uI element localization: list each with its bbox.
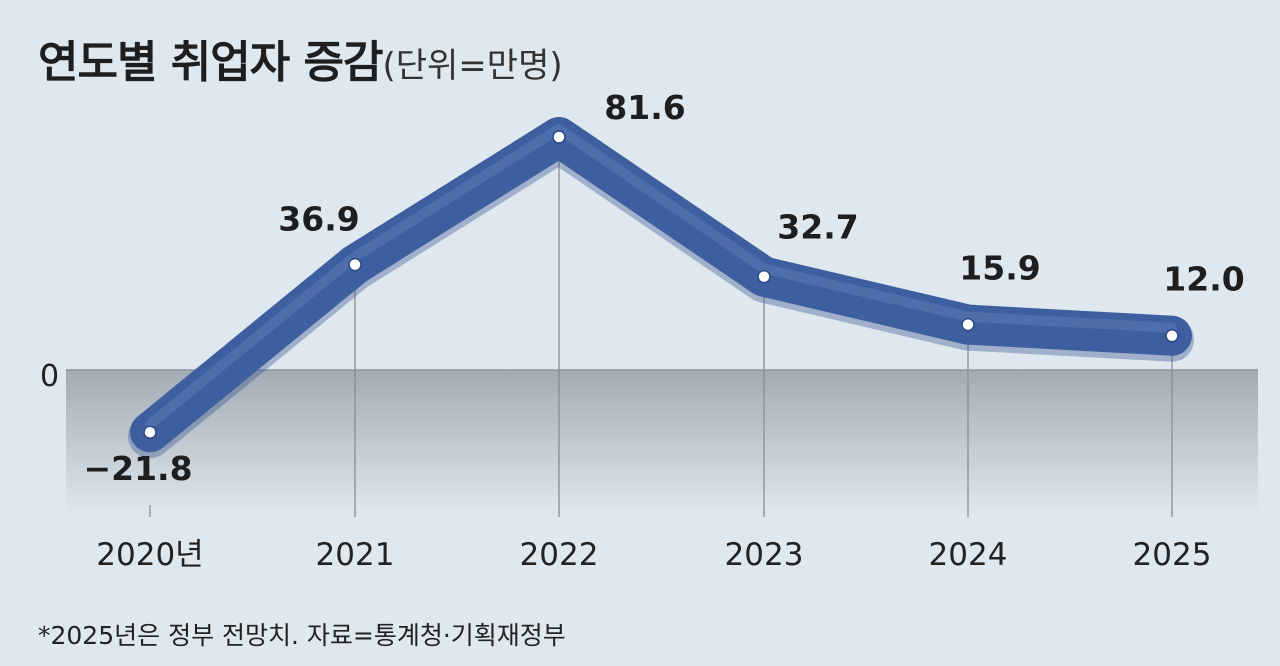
data-label: 15.9 xyxy=(959,249,1040,288)
data-label: 81.6 xyxy=(604,88,685,127)
x-tick-label: 2022 xyxy=(520,537,599,573)
chart-title-unit: (단위=만명) xyxy=(382,46,563,86)
series-line-highlight xyxy=(145,124,1177,430)
data-label: −21.8 xyxy=(83,449,192,488)
y-axis-zero-label: 0 xyxy=(40,359,59,394)
data-point xyxy=(1165,328,1179,343)
data-point xyxy=(552,130,566,144)
source-note: *2025년은 정부 전망치. 자료=통계청·기획재정부 xyxy=(38,621,566,650)
x-tick-label: 2024 xyxy=(929,537,1008,573)
data-point xyxy=(961,317,975,332)
data-point xyxy=(348,257,362,272)
negative-region-band xyxy=(66,370,1258,515)
series-line xyxy=(130,117,1192,453)
chart-title: 연도별 취업자 증감(단위=만명) xyxy=(38,26,563,90)
data-point xyxy=(143,425,157,439)
data-label: 32.7 xyxy=(777,208,858,247)
x-tick-label: 2021 xyxy=(316,537,395,573)
x-tick-label: 2020년 xyxy=(96,537,203,573)
x-tick-label: 2023 xyxy=(725,537,804,573)
x-tick-label: 2025 xyxy=(1133,537,1212,573)
data-label: 12.0 xyxy=(1163,260,1244,299)
chart-title-main: 연도별 취업자 증감 xyxy=(38,37,383,88)
data-label: 36.9 xyxy=(278,200,359,239)
data-point xyxy=(757,269,771,284)
